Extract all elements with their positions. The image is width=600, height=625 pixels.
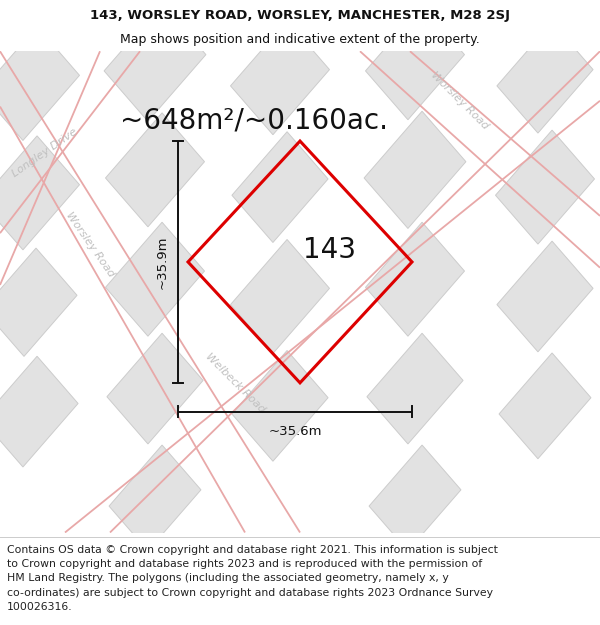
Bar xyxy=(230,21,329,135)
Bar xyxy=(0,356,78,467)
Bar xyxy=(365,6,464,120)
Bar xyxy=(0,136,79,250)
Text: Welbeck Road: Welbeck Road xyxy=(203,351,266,414)
Text: HM Land Registry. The polygons (including the associated geometry, namely x, y: HM Land Registry. The polygons (includin… xyxy=(7,573,449,583)
Text: 100026316.: 100026316. xyxy=(7,602,73,612)
Bar xyxy=(367,333,463,444)
Bar xyxy=(104,4,206,121)
Bar xyxy=(496,130,595,244)
Text: co-ordinates) are subject to Crown copyright and database rights 2023 Ordnance S: co-ordinates) are subject to Crown copyr… xyxy=(7,588,493,598)
Text: Map shows position and indicative extent of the property.: Map shows position and indicative extent… xyxy=(120,34,480,46)
Text: Contains OS data © Crown copyright and database right 2021. This information is : Contains OS data © Crown copyright and d… xyxy=(7,544,498,554)
Bar xyxy=(497,241,593,352)
Bar xyxy=(364,111,466,229)
Text: 143: 143 xyxy=(304,236,356,264)
Text: Worsley Road: Worsley Road xyxy=(64,211,116,279)
Bar xyxy=(369,445,461,551)
Bar xyxy=(230,239,329,354)
Text: to Crown copyright and database rights 2023 and is reproduced with the permissio: to Crown copyright and database rights 2… xyxy=(7,559,482,569)
Bar xyxy=(106,222,205,336)
Bar xyxy=(497,22,593,133)
Bar xyxy=(106,113,205,227)
Bar xyxy=(0,26,79,141)
Bar xyxy=(109,445,201,551)
Text: 143, WORSLEY ROAD, WORSLEY, MANCHESTER, M28 2SJ: 143, WORSLEY ROAD, WORSLEY, MANCHESTER, … xyxy=(90,9,510,22)
Bar xyxy=(365,222,464,336)
Bar xyxy=(499,353,591,459)
Bar xyxy=(107,333,203,444)
Bar xyxy=(0,248,77,356)
Text: Longley Drive: Longley Drive xyxy=(11,126,79,179)
Text: ~35.6m: ~35.6m xyxy=(268,424,322,438)
Bar xyxy=(232,132,328,242)
Text: ~35.9m: ~35.9m xyxy=(155,235,169,289)
Text: ~648m²/~0.160ac.: ~648m²/~0.160ac. xyxy=(120,106,388,134)
Bar xyxy=(232,351,328,461)
Text: Worsley Road: Worsley Road xyxy=(430,70,491,131)
